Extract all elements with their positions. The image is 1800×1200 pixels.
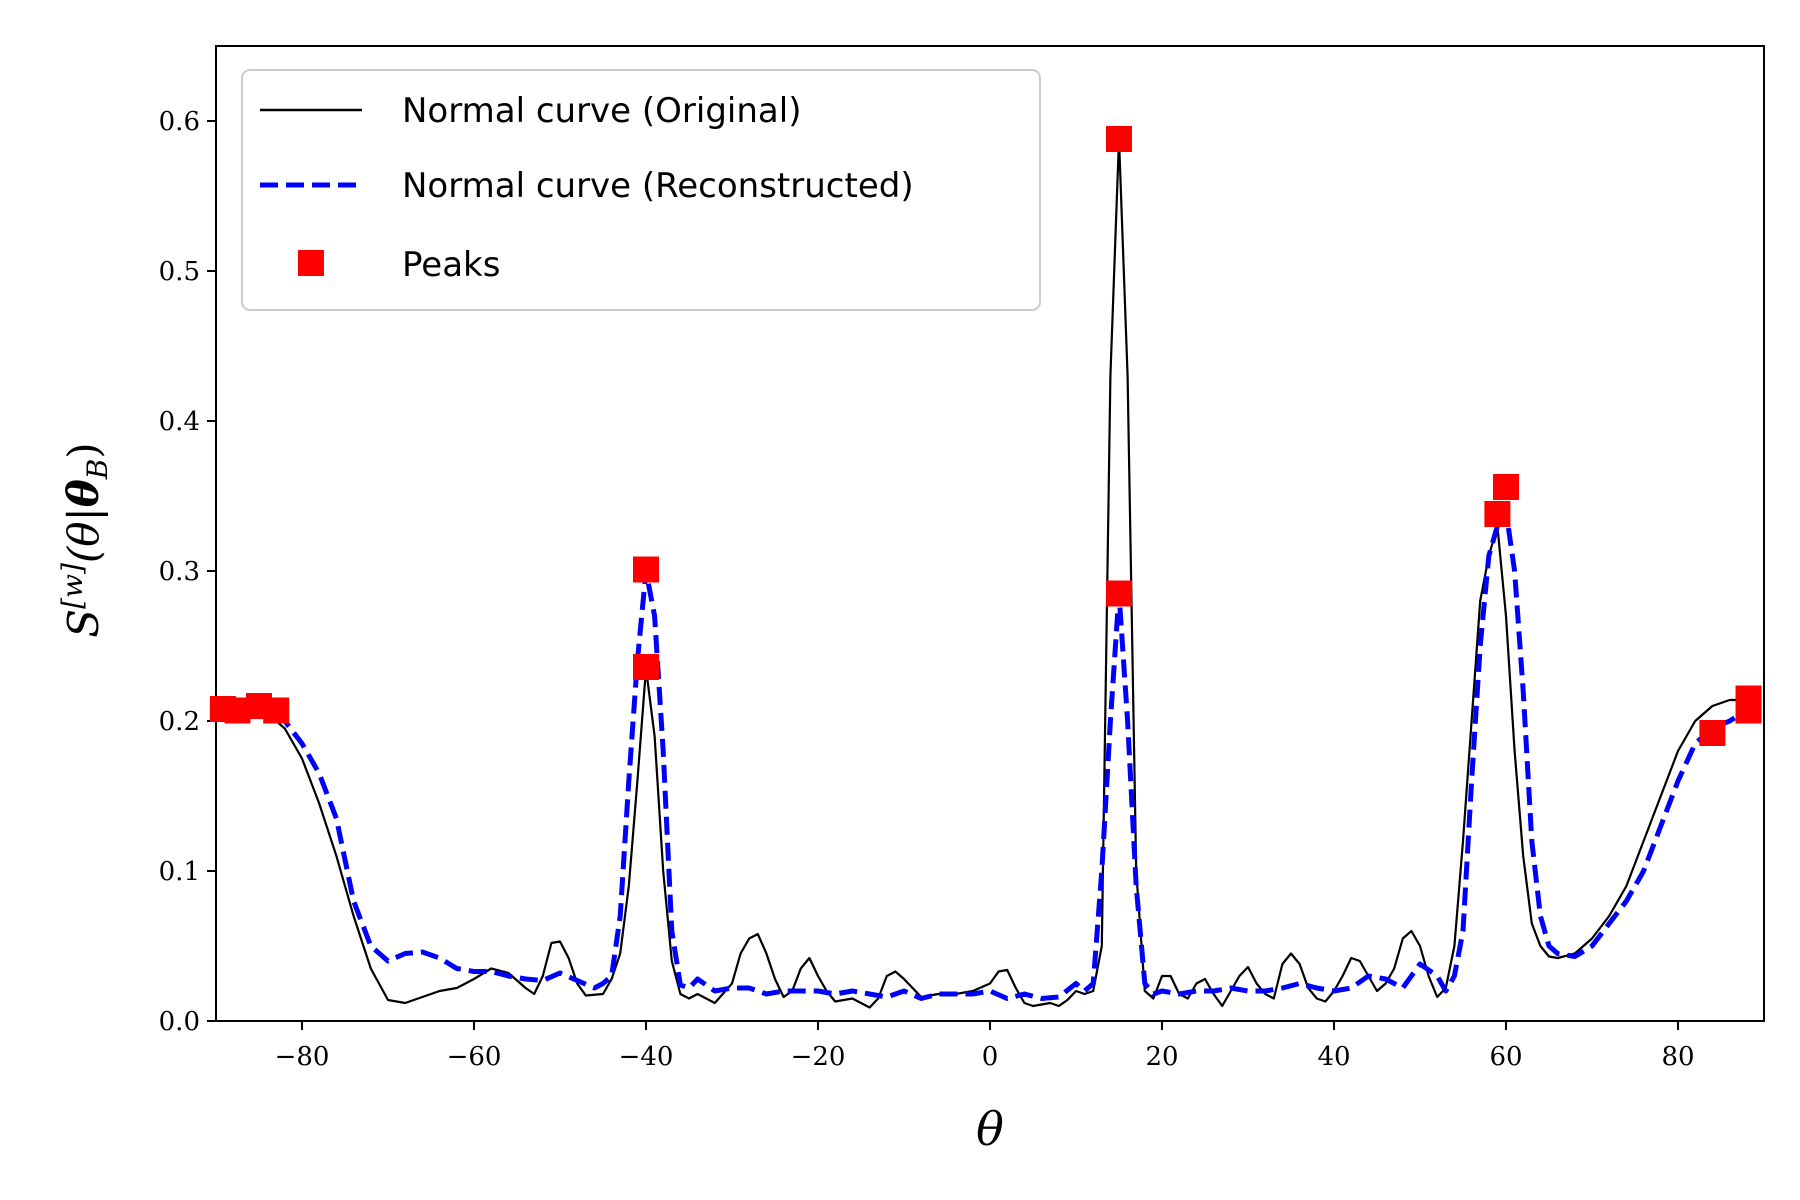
svg-text:S[w](θ|θB): S[w](θ|θB) (56, 442, 114, 637)
y-label-bold-theta: θ (59, 479, 108, 507)
peak-marker (1735, 685, 1762, 712)
x-tick-label: −20 (791, 1042, 846, 1072)
x-tick-label: 20 (1145, 1042, 1178, 1072)
legend-swatch-peaks (298, 250, 324, 276)
x-tick-label: −80 (275, 1042, 330, 1072)
y-tick-label: 0.1 (159, 857, 200, 887)
peak-marker (1493, 474, 1519, 500)
x-tick-label: 80 (1661, 1042, 1694, 1072)
peak-marker (263, 697, 290, 724)
series-line-original (224, 137, 1747, 1009)
y-axis-ticks: 0.0 0.1 0.2 0.3 0.4 0.5 0.6 (159, 107, 216, 1037)
peak-marker (1106, 126, 1132, 152)
peak-marker (633, 654, 659, 680)
series-layer (209, 126, 1762, 1009)
y-label-subscript: B (81, 459, 114, 481)
y-tick-label: 0.5 (159, 257, 200, 287)
y-label-argument-close: ) (59, 442, 108, 458)
y-tick-label: 0.6 (159, 107, 200, 137)
y-label-main: S (59, 609, 108, 638)
y-tick-label: 0.0 (159, 1007, 200, 1037)
x-tick-label: −40 (619, 1042, 674, 1072)
legend-label-reconstructed: Normal curve (Reconstructed) (402, 166, 914, 206)
legend: Normal curve (Original) Normal curve (Re… (241, 69, 1041, 311)
y-tick-label: 0.4 (159, 407, 200, 437)
y-label-superscript: [w] (56, 563, 89, 609)
x-tick-label: 60 (1489, 1042, 1522, 1072)
peak-marker (1106, 580, 1132, 607)
peak-marker (633, 556, 659, 583)
legend-box (241, 69, 1041, 311)
y-axis-label: S[w](θ|θB) (56, 442, 114, 637)
x-tick-label: 0 (982, 1042, 999, 1072)
x-tick-label: −60 (447, 1042, 502, 1072)
peak-marker (1484, 501, 1511, 527)
y-label-argument-open: (θ| (59, 507, 108, 563)
peak-marker (1699, 720, 1726, 746)
legend-label-peaks: Peaks (402, 245, 500, 285)
series-line-reconstructed (224, 508, 1749, 1001)
x-axis-label: θ (976, 1102, 1004, 1156)
legend-label-original: Normal curve (Original) (402, 91, 801, 131)
x-axis-ticks: −80 −60 −40 −20 0 20 40 60 80 (275, 1021, 1695, 1072)
y-tick-label: 0.2 (159, 707, 200, 737)
peaks-markers (209, 126, 1762, 746)
y-tick-label: 0.3 (159, 557, 200, 587)
x-tick-label: 40 (1317, 1042, 1350, 1072)
